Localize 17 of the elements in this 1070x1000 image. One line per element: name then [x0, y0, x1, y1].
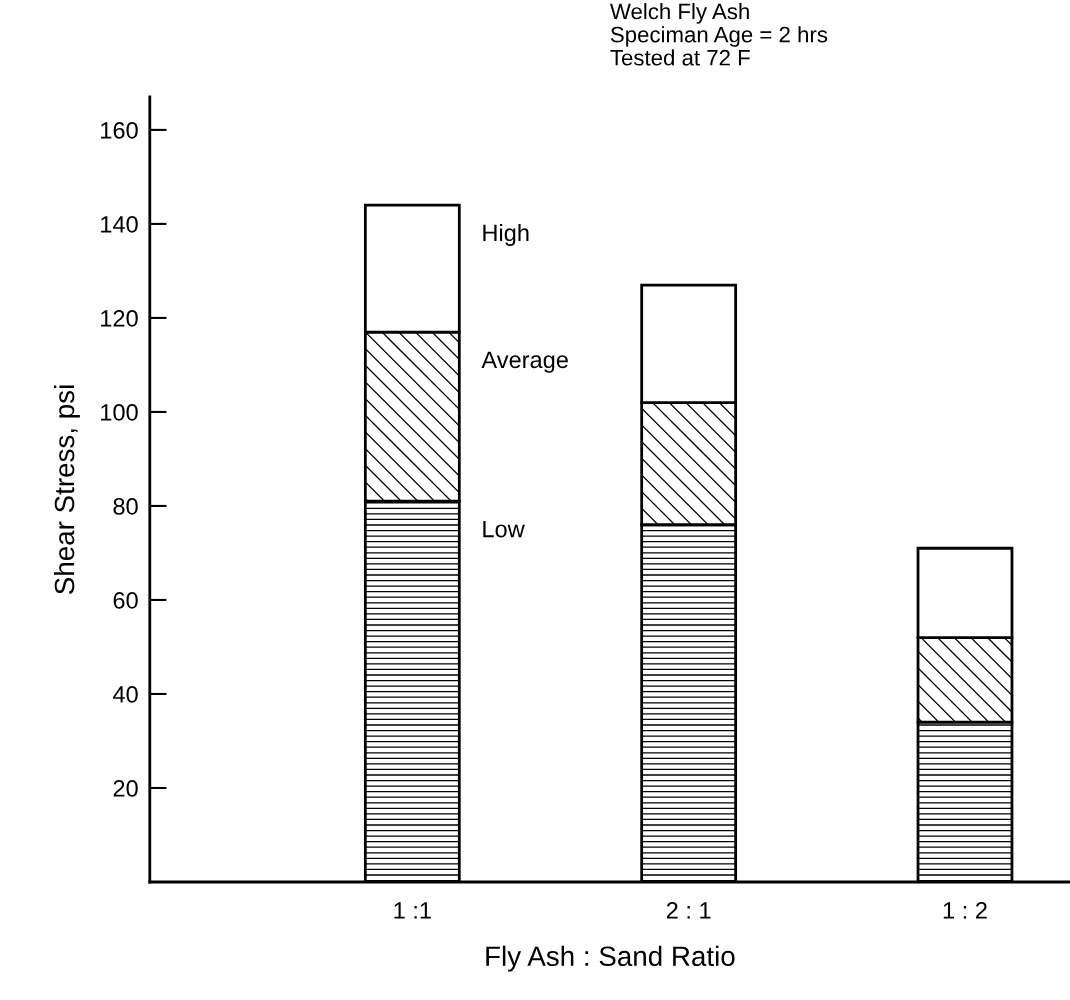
- y-axis-title: Shear Stress, psi: [53, 385, 80, 594]
- y-tick-label: 80: [113, 498, 138, 515]
- x-tick-label: 1 : 2: [943, 902, 987, 919]
- series-label: Low: [483, 520, 525, 538]
- series-label: High: [483, 223, 529, 246]
- y-tick-label: 60: [113, 592, 138, 609]
- y-tick-label: 20: [113, 780, 138, 797]
- y-tick-label: 120: [101, 310, 138, 327]
- y-tick-label: 100: [101, 404, 138, 421]
- y-tick-label: 140: [101, 215, 138, 233]
- series-label: Average: [481, 351, 568, 373]
- x-axis-title: Fly Ash : Sand Ratio: [486, 945, 735, 972]
- x-tick-label: 2 : 1: [666, 902, 711, 919]
- y-tick-label: 160: [101, 121, 138, 139]
- y-tick-label: 40: [112, 686, 138, 703]
- text: Welch Fly Ash Speciman Age = 2 hrs Tested at 72 F: [610, 3, 828, 66]
- x-tick-label: 1 :1: [394, 902, 431, 919]
